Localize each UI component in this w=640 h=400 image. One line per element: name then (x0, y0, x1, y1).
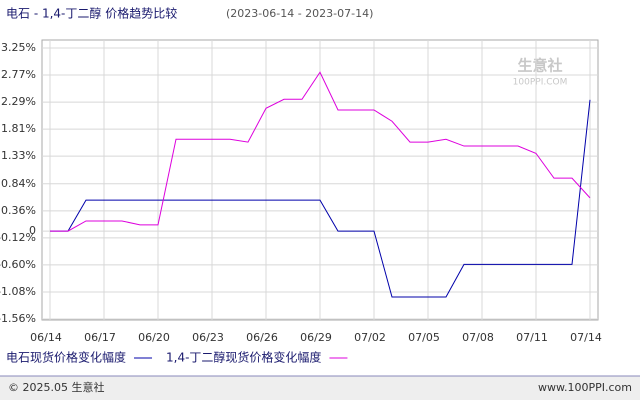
y-tick-label: 3.25% (1, 41, 36, 54)
x-tick-label: 06/14 (30, 331, 62, 344)
x-tick-label: 06/20 (138, 331, 170, 344)
chart-title: 电石 - 1,4-丁二醇 价格趋势比较 (6, 6, 177, 21)
watermark: 100PPI.COM (513, 78, 568, 88)
legend-label: 1,4-丁二醇现货价格变化幅度 (166, 350, 321, 365)
y-tick-label: 2.77% (1, 68, 36, 81)
chart-subtitle: (2023-06-14 - 2023-07-14) (226, 7, 373, 20)
y-tick-label: 2.29% (1, 95, 36, 108)
y-tick-label: -1.08% (0, 285, 36, 298)
x-tick-label: 07/05 (408, 331, 440, 344)
x-tick-label: 07/08 (462, 331, 494, 344)
y-tick-label: 1.33% (1, 149, 36, 162)
x-tick-label: 07/02 (354, 331, 386, 344)
series-line (50, 99, 591, 298)
x-tick-label: 06/17 (84, 331, 116, 344)
y-tick-label: -1.56% (0, 312, 36, 325)
x-tick-label: 06/26 (246, 331, 278, 344)
y-tick-label: 1.81% (1, 122, 36, 135)
footer-right: www.100PPI.com (538, 381, 632, 394)
series-line (50, 71, 591, 232)
x-tick-label: 06/23 (192, 331, 224, 344)
y-tick-label: 0.36% (1, 204, 36, 217)
y-tick-label: 0.84% (1, 177, 36, 190)
y-tick-label: -0.12% (0, 231, 36, 244)
y-tick-label: -0.60% (0, 258, 36, 271)
legend-label: 电石现货价格变化幅度 (6, 350, 126, 365)
x-tick-label: 07/14 (570, 331, 602, 344)
y-tick-label: 0 (29, 224, 36, 237)
watermark: 生意社 (517, 57, 562, 75)
x-tick-label: 06/29 (300, 331, 332, 344)
footer-left: © 2025.05 生意社 (8, 380, 104, 394)
footer-bar (0, 376, 640, 400)
x-tick-label: 07/11 (516, 331, 548, 344)
